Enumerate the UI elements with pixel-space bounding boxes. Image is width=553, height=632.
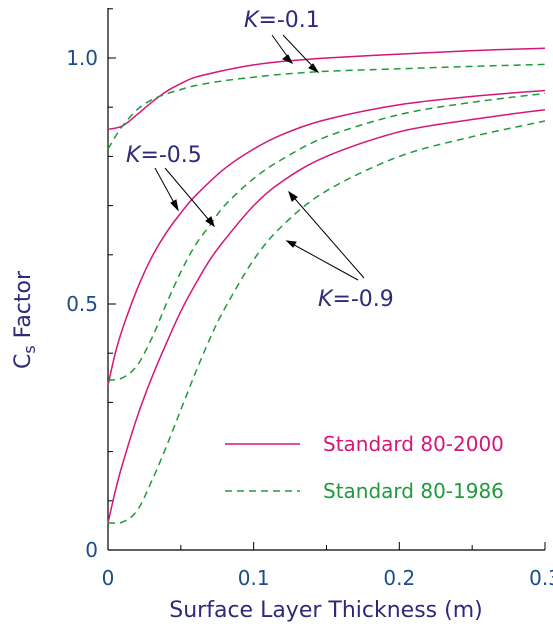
arrow-k05-a-head [170, 199, 179, 212]
annotation-k-0-9: K=-0.9 [318, 287, 394, 312]
legend: Standard 80-2000 Standard 80-1986 [225, 432, 504, 503]
series-line-1986-kneg0-1 [107, 63, 546, 150]
y-axis-title: Cs Factor [11, 270, 39, 369]
plot-area [107, 8, 546, 551]
y-tick-labels: 0 0.5 1.0 [66, 46, 98, 562]
x-axis-title: Surface Layer Thickness (m) [169, 598, 482, 623]
series-line-1986-kneg0-9 [107, 120, 546, 524]
y-tick-label: 0.5 [66, 292, 98, 316]
arrow-k09-b [286, 240, 359, 281]
annotation-k-0-9-value: =-0.9 [332, 287, 393, 312]
y-minor-ticks [108, 8, 116, 551]
series-line-2000-kneg0-1 [107, 47, 546, 131]
legend-label-standard-80-1986: Standard 80-1986 [323, 479, 504, 503]
arrow-k01-b-head [308, 63, 320, 74]
series-line-2000-kneg0-9 [107, 108, 546, 524]
arrow-k05-b-head [205, 216, 215, 228]
x-tick-labels: 0 0.1 0.2 0.3 [102, 566, 553, 590]
annotation-k-0-5: K=-0.5 [126, 143, 202, 168]
annotation-k-0-1-value: =-0.1 [258, 8, 319, 33]
annotation-k-0-9-symbol: K [318, 287, 334, 312]
annotation-k-0-1-symbol: K [244, 8, 260, 33]
annotation-arrows [154, 34, 365, 281]
annotations: K=-0.1 K=-0.5 K=-0.9 [126, 8, 394, 312]
x-tick-label: 0.1 [238, 566, 270, 590]
x-tick-label: 0.3 [529, 566, 553, 590]
y-axis-title-rest: Factor [11, 270, 36, 345]
x-minor-ticks [107, 542, 546, 550]
annotation-k-0-5-value: =-0.5 [140, 143, 201, 168]
arrow-k05-b [164, 167, 215, 227]
x-tick-label: 0 [102, 566, 115, 590]
annotation-k-0-5-symbol: K [126, 143, 142, 168]
arrow-k01-a-head [282, 54, 294, 65]
y-tick-label: 1.0 [66, 46, 98, 70]
x-tick-label: 0.2 [383, 566, 415, 590]
series-line-2000-kneg0-5 [107, 89, 546, 386]
annotation-k-0-1: K=-0.1 [244, 8, 320, 33]
y-tick-label: 0 [85, 538, 98, 562]
y-axis-title-subscript: s [20, 345, 39, 353]
arrow-k09-a [288, 191, 365, 279]
arrow-k09-b-head [285, 240, 297, 248]
series-line-1986-kneg0-5 [107, 92, 546, 382]
y-axis-title-main: C [11, 354, 36, 369]
series-layer [107, 47, 546, 524]
arrow-k09-a-head [288, 190, 298, 202]
legend-label-standard-80-2000: Standard 80-2000 [323, 432, 504, 456]
